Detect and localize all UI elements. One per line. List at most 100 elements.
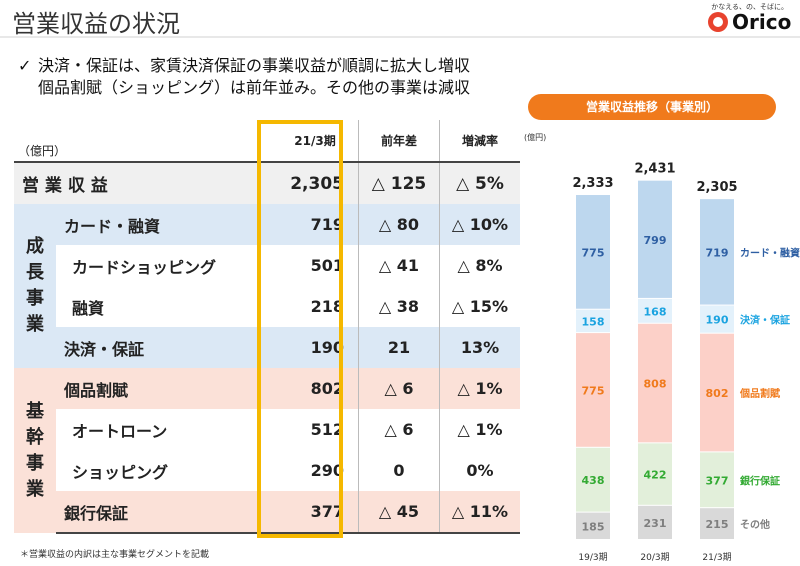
unit-label: （億円） xyxy=(18,144,67,158)
row-label: 融資 xyxy=(56,286,272,327)
row-label: ショッピング xyxy=(56,450,272,491)
table-row: 決済・保証 190 21 13% xyxy=(14,327,520,368)
bar-value-label: 168 xyxy=(644,305,667,318)
bar-total-label: 2,333 xyxy=(572,176,613,191)
logo-mark-icon xyxy=(708,12,728,32)
summary-line-2: 個品割賦（ショッピング）は前年並み。その他の事業は減収 xyxy=(38,78,471,97)
bar-value-label: 231 xyxy=(644,517,667,530)
bar-segment xyxy=(700,305,734,333)
row-diff: 21 xyxy=(358,327,440,368)
bar-value-label: 377 xyxy=(706,474,729,487)
row-value: 218 xyxy=(272,286,359,327)
check-icon: ✓ xyxy=(18,56,32,75)
row-rate: △ 15% xyxy=(439,286,520,327)
row-label: 営 業 収 益 xyxy=(14,161,272,204)
table-row-total: 営 業 収 益 2,305 △ 125 △ 5% xyxy=(14,161,520,204)
bar-segment xyxy=(638,180,672,298)
bar-value-label: 422 xyxy=(644,469,667,482)
bar-segment xyxy=(576,333,610,447)
bar-value-label: 808 xyxy=(644,378,667,391)
bar-value-label: 185 xyxy=(582,520,605,533)
row-value: 190 xyxy=(272,327,359,368)
row-value: 2,305 xyxy=(272,161,359,204)
bar-segment xyxy=(638,505,672,539)
row-diff: △ 6 xyxy=(358,409,440,450)
bar-segment xyxy=(700,199,734,305)
table-row: 融資 218 △ 38 △ 15% xyxy=(14,286,520,327)
row-diff: △ 45 xyxy=(358,491,440,534)
row-rate: △ 5% xyxy=(439,161,520,204)
bar-segment xyxy=(576,309,610,333)
chart-unit-label: (億円) xyxy=(524,132,546,142)
revenue-table: （億円） 21/3期 前年差 増減率 営 業 収 益 2,305 △ 125 △… xyxy=(14,120,520,534)
segment-label-seicho: 成長事業 xyxy=(14,204,56,368)
chart-title: 営業収益推移（事業別） xyxy=(528,94,776,120)
bar-value-label: 799 xyxy=(644,234,667,247)
bar-segment xyxy=(700,333,734,452)
bar-segment xyxy=(576,447,610,512)
footnote: ＊営業収益の内訳は主な事業セグメントを記載 xyxy=(20,550,210,560)
category-tick-label: 19/3期 xyxy=(578,552,607,563)
legend-label: 決済・保証 xyxy=(740,314,790,327)
bar-value-label: 802 xyxy=(706,387,729,400)
table-row: 基幹事業 個品割賦 802 △ 6 △ 1% xyxy=(14,368,520,533)
row-diff: △ 80 xyxy=(358,204,440,245)
row-rate: △ 1% xyxy=(439,368,520,409)
logo-tagline: かなえる、の、そばに。 xyxy=(711,3,788,11)
legend-label: カード・融資 xyxy=(740,246,800,259)
row-rate: 13% xyxy=(439,327,520,368)
row-rate: △ 11% xyxy=(439,491,520,534)
bar-total-label: 2,431 xyxy=(634,162,675,177)
row-value: 512 xyxy=(272,409,359,450)
row-value: 719 xyxy=(272,204,359,245)
orico-logo: Orico xyxy=(708,10,794,34)
row-value: 377 xyxy=(272,491,359,534)
table-row: 銀行保証 377 △ 45 △ 11% xyxy=(14,491,520,534)
bar-total-label: 2,305 xyxy=(696,180,737,195)
bar-segment xyxy=(700,452,734,508)
bar-value-label: 719 xyxy=(706,246,729,259)
col-header-diff: 前年差 xyxy=(358,120,440,162)
bar-segment xyxy=(576,195,610,309)
row-rate: △ 10% xyxy=(439,204,520,245)
row-label: カード・融資 xyxy=(56,204,272,245)
table-row: カードショッピング 501 △ 41 △ 8% xyxy=(14,245,520,286)
row-diff: △ 6 xyxy=(358,368,440,409)
bar-value-label: 158 xyxy=(582,315,605,328)
col-header-rate: 増減率 xyxy=(439,120,520,162)
row-value: 501 xyxy=(272,245,359,286)
bar-value-label: 215 xyxy=(706,518,729,531)
title-divider xyxy=(0,36,800,38)
row-rate: △ 1% xyxy=(439,409,520,450)
row-diff: △ 41 xyxy=(358,245,440,286)
logo-text: Orico xyxy=(732,10,792,34)
table-row: ショッピング 290 0 0% xyxy=(14,450,520,491)
row-rate: △ 8% xyxy=(439,245,520,286)
category-tick-label: 20/3期 xyxy=(640,552,669,563)
table-row: オートローン 512 △ 6 △ 1% xyxy=(14,409,520,450)
bar-value-label: 775 xyxy=(582,384,605,397)
row-diff: 0 xyxy=(358,450,440,491)
summary-line-1: 決済・保証は、家賃決済保証の事業収益が順調に拡大し増収 xyxy=(38,56,471,75)
segment-label-kikan: 基幹事業 xyxy=(14,368,56,533)
legend-label: 銀行保証 xyxy=(740,474,780,487)
col-header-current: 21/3期 xyxy=(272,120,359,162)
bar-value-label: 775 xyxy=(582,246,605,259)
legend-label: 個品割賦 xyxy=(739,387,780,400)
row-label: 決済・保証 xyxy=(56,327,272,368)
bar-segment xyxy=(700,508,734,539)
bar-value-label: 438 xyxy=(582,474,605,487)
bar-segment xyxy=(576,512,610,539)
row-label: オートローン xyxy=(56,409,272,450)
legend-label: その他 xyxy=(740,518,770,531)
row-label: 個品割賦 xyxy=(56,368,272,409)
row-value: 802 xyxy=(272,368,359,409)
row-rate: 0% xyxy=(439,450,520,491)
bar-segment xyxy=(638,298,672,323)
table-row: 成長事業 カード・融資 719 △ 80 △ 10% xyxy=(14,204,520,368)
page-title: 営業収益の状況 xyxy=(12,10,180,38)
table-header-row: （億円） 21/3期 前年差 増減率 xyxy=(14,120,520,162)
row-diff: △ 125 xyxy=(358,161,440,204)
bar-segment xyxy=(638,443,672,505)
category-tick-label: 21/3期 xyxy=(702,552,731,563)
